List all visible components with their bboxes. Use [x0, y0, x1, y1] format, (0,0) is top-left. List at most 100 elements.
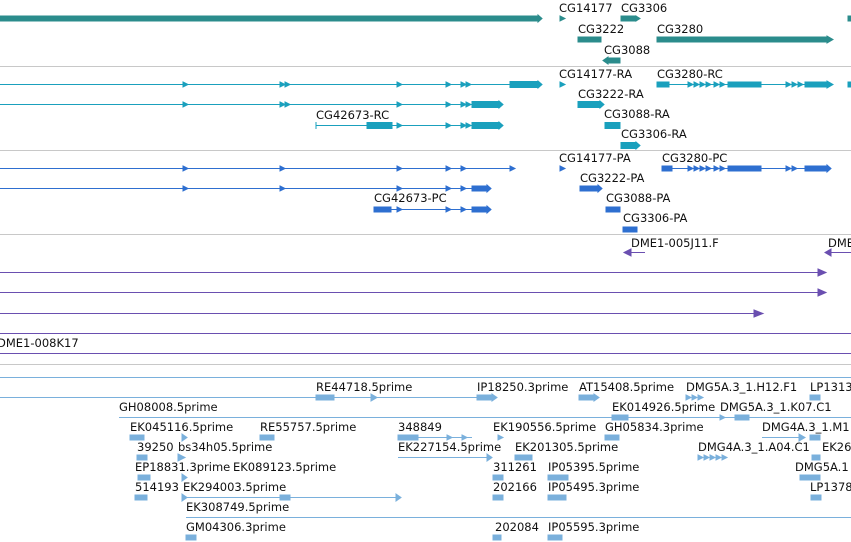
est-label[interactable]: EK26: [822, 440, 851, 454]
est-39250[interactable]: [136, 454, 148, 461]
clone-label[interactable]: DME: [828, 236, 851, 250]
est-label[interactable]: EP18831.3prime: [135, 460, 231, 474]
transcript-cg3088-ra[interactable]: [604, 122, 621, 129]
clone-label[interactable]: DME1-008K17: [0, 336, 79, 350]
protein-label[interactable]: CG3088-PA: [606, 191, 671, 205]
transcript-exon-block[interactable]: [471, 101, 500, 108]
transcript-cg3280-pc[interactable]: [661, 165, 673, 172]
gene-feature-cg14177-bar[interactable]: [0, 15, 539, 22]
est-ek201305[interactable]: [514, 454, 533, 461]
est-lp1378[interactable]: [810, 494, 822, 501]
est-gh08008[interactable]: [611, 414, 629, 421]
gene-label[interactable]: CG3222: [578, 22, 625, 36]
transcript-cg3306-ra[interactable]: [620, 142, 637, 149]
est-label[interactable]: GH05834.3prime: [605, 420, 704, 434]
est-dmg5a-h12[interactable]: [685, 394, 693, 401]
transcript-cg14177-pa[interactable]: [559, 165, 567, 172]
est-label[interactable]: DMG4A.3_1.A04.C1: [698, 440, 810, 454]
est-label[interactable]: bs34h05.5prime: [178, 440, 273, 454]
est-label[interactable]: GM04306.3prime: [186, 520, 286, 534]
protein-label[interactable]: CG42673-PC: [374, 191, 447, 205]
protein-label[interactable]: CG3222-PA: [580, 171, 645, 185]
est-202084[interactable]: [492, 534, 502, 541]
transcript-cg3222-ra[interactable]: [577, 101, 601, 108]
gene-label[interactable]: CG3088: [604, 43, 651, 57]
est-lp1313[interactable]: [809, 394, 821, 401]
est-label[interactable]: DMG4A.3_1.M1: [762, 420, 850, 434]
transcript-label[interactable]: CG3088-RA: [604, 107, 670, 121]
est-label[interactable]: 39250: [137, 440, 174, 454]
transcript-cg3306-pa[interactable]: [622, 226, 638, 233]
est-ek227154[interactable]: [486, 453, 493, 462]
est-label[interactable]: LP1313: [810, 380, 851, 394]
est-gm04306[interactable]: [185, 534, 197, 541]
transcript-cg3222-pa[interactable]: [579, 185, 599, 192]
gene-label[interactable]: CG3306: [621, 1, 668, 15]
transcript-label[interactable]: CG3222-RA: [578, 87, 644, 101]
est-label[interactable]: DMG5A.3_1.K07.C1: [720, 400, 832, 414]
gene-feature-edge[interactable]: [847, 15, 851, 22]
est-re55757[interactable]: [259, 434, 275, 441]
gene-label[interactable]: CG3280: [657, 22, 704, 36]
est-label[interactable]: LP1378: [810, 480, 851, 494]
est-202166[interactable]: [492, 494, 504, 501]
est-label[interactable]: IP05595.3prime: [548, 520, 640, 534]
transcript-label[interactable]: CG3280-RC: [657, 67, 723, 81]
est-ep18831[interactable]: [137, 474, 151, 481]
transcript-cg42673-rc[interactable]: [366, 122, 393, 129]
est-label[interactable]: 348849: [398, 420, 442, 434]
protein-label[interactable]: CG14177-PA: [559, 151, 631, 165]
transcript-label[interactable]: CG42673-RC: [316, 108, 390, 122]
clone-dme1-005j11[interactable]: [622, 248, 632, 257]
est-label[interactable]: EK227154.5prime: [398, 440, 502, 454]
est-label[interactable]: DMG5A.1: [795, 460, 849, 474]
transcript-label[interactable]: CG14177-RA: [559, 67, 633, 81]
protein-label[interactable]: CG3306-PA: [623, 211, 688, 225]
est-label[interactable]: EK045116.5prime: [130, 420, 234, 434]
est-311261[interactable]: [492, 474, 504, 481]
est-gh05834[interactable]: [604, 434, 620, 441]
est-514193[interactable]: [134, 494, 148, 501]
est-label[interactable]: GH08008.5prime: [119, 400, 218, 414]
protein-label[interactable]: CG3280-PC: [662, 151, 728, 165]
est-label[interactable]: EK089123.5prime: [233, 460, 337, 474]
transcript-cg3280-rc[interactable]: [656, 81, 670, 88]
transcript-exon-block[interactable]: [509, 81, 539, 88]
est-ip05595[interactable]: [547, 534, 563, 541]
est-re44718[interactable]: [315, 394, 335, 401]
est-label[interactable]: RE55757.5prime: [260, 420, 357, 434]
est-label[interactable]: DMG5A.3_1.H12.F1: [686, 380, 798, 394]
est-at15408[interactable]: [578, 394, 595, 401]
gene-feature-cg3306[interactable]: [620, 15, 637, 22]
est-ip05495[interactable]: [547, 494, 567, 501]
est-ip05395[interactable]: [547, 474, 569, 481]
est-ip18250[interactable]: [476, 394, 493, 401]
est-label[interactable]: IP18250.3prime: [477, 380, 569, 394]
gene-feature-cg3280[interactable]: [656, 36, 828, 43]
est-label[interactable]: EK014926.5prime: [612, 400, 716, 414]
transcript-cg14177-ra[interactable]: [559, 81, 567, 88]
est-label[interactable]: 514193: [135, 480, 179, 494]
est-label[interactable]: EK308749.5prime: [186, 500, 290, 514]
est-dmg5a-k07[interactable]: [719, 414, 727, 421]
est-label[interactable]: RE44718.5prime: [316, 380, 413, 394]
gene-feature-cg14177-arrow[interactable]: [537, 13, 543, 24]
transcript-cg3088-pa[interactable]: [605, 206, 621, 213]
gene-label[interactable]: CG14177: [559, 1, 613, 15]
est-label[interactable]: IP05395.5prime: [548, 460, 640, 474]
est-label[interactable]: AT15408.5prime: [579, 380, 675, 394]
est-label[interactable]: 202166: [493, 480, 537, 494]
clone-dme-partial[interactable]: [824, 248, 832, 257]
gene-feature-cg14177[interactable]: [559, 15, 567, 22]
est-label[interactable]: 202084: [495, 520, 539, 534]
transcript-label[interactable]: CG3306-RA: [621, 127, 687, 141]
est-label[interactable]: EK201305.5prime: [515, 440, 619, 454]
est-ek045116[interactable]: [129, 434, 145, 441]
clone-label[interactable]: DME1-005J11.F: [631, 236, 719, 250]
est-label[interactable]: EK294003.5prime: [183, 480, 287, 494]
transcript-cg42673-pc[interactable]: [373, 206, 392, 213]
est-dmg4a-a04[interactable]: [697, 454, 705, 461]
gene-feature-cg3088[interactable]: [607, 57, 621, 64]
est-dmg5a-1[interactable]: [799, 474, 821, 481]
